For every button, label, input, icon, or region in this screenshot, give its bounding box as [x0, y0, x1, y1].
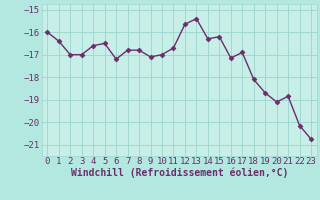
X-axis label: Windchill (Refroidissement éolien,°C): Windchill (Refroidissement éolien,°C)	[70, 168, 288, 178]
